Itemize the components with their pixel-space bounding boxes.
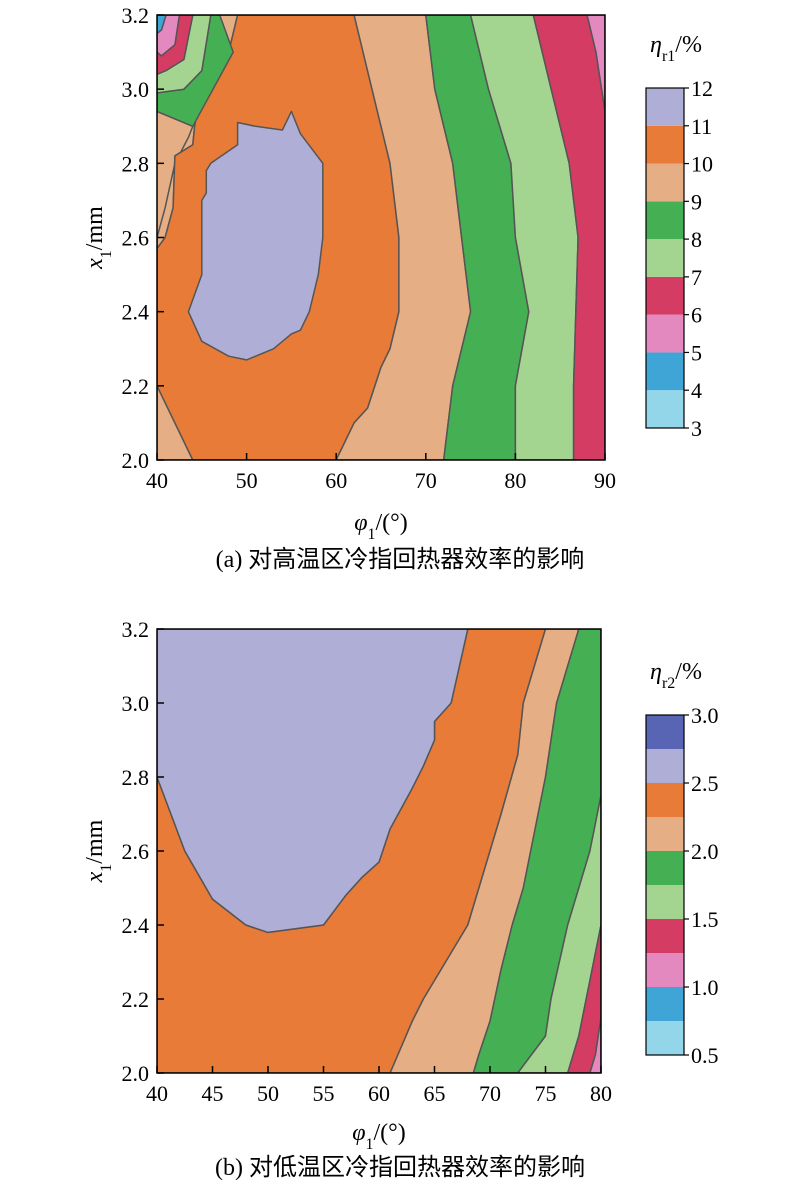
x-tick-label: 40 — [146, 1081, 168, 1106]
colorbar-swatch — [646, 276, 684, 315]
x-tick-label: 60 — [325, 468, 347, 493]
y-tick-label: 2.6 — [122, 839, 150, 864]
x-tick-label: 90 — [594, 468, 616, 493]
y-tick-label: 2.0 — [122, 448, 150, 473]
x-tick-label: 40 — [146, 468, 168, 493]
colorbar-swatch — [646, 125, 684, 164]
colorbar-swatch — [646, 163, 684, 202]
contour-band-7 — [187, 110, 324, 361]
colorbar-tick-label: 2.0 — [691, 839, 719, 864]
colorbar: 3 4 5 6 7 8 9 10 11 12 ηr1/% — [645, 32, 713, 441]
colorbar-swatch — [646, 987, 684, 1021]
contour-band-5 — [589, 1016, 601, 1073]
x-tick-label: 80 — [590, 1081, 612, 1106]
colorbar-tick-label: 3 — [691, 416, 702, 441]
colorbar-tick-label: 12 — [691, 76, 713, 101]
y-tick-label: 3.0 — [122, 691, 150, 716]
y-tick-label: 2.2 — [122, 987, 150, 1012]
contour-band-6 — [586, 15, 605, 113]
colorbar-tick-label: 8 — [691, 227, 702, 252]
colorbar-tick-label: 6 — [691, 303, 702, 328]
colorbar-tick-label: 10 — [691, 152, 713, 177]
colorbar: 0.5 1.0 1.5 2.0 2.5 3.0 ηr2/% — [645, 659, 719, 1068]
contour-band-6 — [157, 629, 469, 934]
colorbar-title: ηr2/% — [650, 659, 702, 692]
colorbar-tick-label: 1.0 — [691, 975, 719, 1000]
plot-area — [157, 629, 601, 1073]
colorbar-tick-label: 7 — [691, 265, 702, 290]
colorbar-title: ηr1/% — [650, 32, 702, 65]
colorbar-swatch — [646, 390, 684, 428]
x-axis-label: φ1/(°) — [352, 1120, 406, 1153]
colorbar-swatch — [646, 749, 684, 783]
figure-caption: (a) 对高温区冷指回热器效率的影响 — [216, 546, 585, 573]
y-tick-label: 2.0 — [122, 1061, 150, 1086]
x-tick-label: 75 — [535, 1081, 557, 1106]
colorbar-swatch — [646, 352, 684, 391]
x-tick-label: 50 — [236, 468, 258, 493]
colorbar-tick-label: 1.5 — [691, 907, 719, 932]
y-tick-label: 2.4 — [122, 913, 150, 938]
y-tick-label: 2.6 — [122, 226, 150, 251]
colorbar-frame — [645, 87, 685, 429]
plot-area — [157, 15, 605, 460]
colorbar-swatch — [646, 919, 684, 953]
colorbar-swatch — [646, 88, 684, 126]
colorbar-swatch — [646, 783, 684, 817]
colorbar-tick-label: 9 — [691, 189, 702, 214]
colorbar-tick-label: 5 — [691, 340, 702, 365]
y-tick-label: 2.8 — [122, 151, 150, 176]
x-tick-label: 65 — [424, 1081, 446, 1106]
colorbar-tick-label: 3.0 — [691, 703, 719, 728]
x-tick-label: 70 — [415, 468, 437, 493]
figure-caption: (b) 对低温区冷指回热器效率的影响 — [215, 1154, 585, 1181]
panel-a: 40 50 60 70 80 90 2.0 2.2 2.4 2.6 2.8 3.0 3.2 φ1/(°) x… — [82, 3, 713, 573]
panel-b: 40 45 50 55 60 65 70 75 80 2.0 2.2 2.4 2.6 2.8 3.0 3.2 φ… — [82, 617, 719, 1181]
y-tick-label: 3.0 — [122, 77, 150, 102]
x-tick-label: 45 — [202, 1081, 224, 1106]
y-axis-label: x1/mm — [82, 819, 115, 883]
y-tick-label: 2.2 — [122, 374, 150, 399]
y-tick-label: 3.2 — [122, 3, 150, 28]
colorbar-swatch — [646, 201, 684, 240]
x-tick-label: 80 — [504, 468, 526, 493]
colorbar-swatch — [646, 715, 684, 749]
colorbar-swatch — [646, 314, 684, 353]
colorbar-swatch — [646, 953, 684, 987]
colorbar-tick-label: 4 — [691, 378, 702, 403]
colorbar-swatch — [646, 817, 684, 851]
colorbar-swatch — [646, 851, 684, 885]
colorbar-swatch — [646, 885, 684, 919]
y-tick-label: 2.8 — [122, 765, 150, 790]
y-tick-label: 2.4 — [122, 300, 150, 325]
x-tick-label: 50 — [257, 1081, 279, 1106]
colorbar-tick-label: 11 — [691, 114, 712, 139]
x-axis-label: φ1/(°) — [354, 510, 408, 543]
y-tick-label: 3.2 — [122, 617, 150, 642]
contour-band-12 — [157, 15, 167, 35]
y-axis-label: x1/mm — [82, 206, 115, 270]
x-tick-label: 60 — [368, 1081, 390, 1106]
colorbar-tick-label: 0.5 — [691, 1043, 719, 1068]
colorbar-swatch — [646, 239, 684, 277]
colorbar-tick-label: 2.5 — [691, 771, 719, 796]
colorbar-swatch — [646, 1021, 684, 1055]
colorbar-frame — [645, 714, 685, 1056]
x-tick-label: 70 — [479, 1081, 501, 1106]
x-tick-label: 55 — [313, 1081, 335, 1106]
